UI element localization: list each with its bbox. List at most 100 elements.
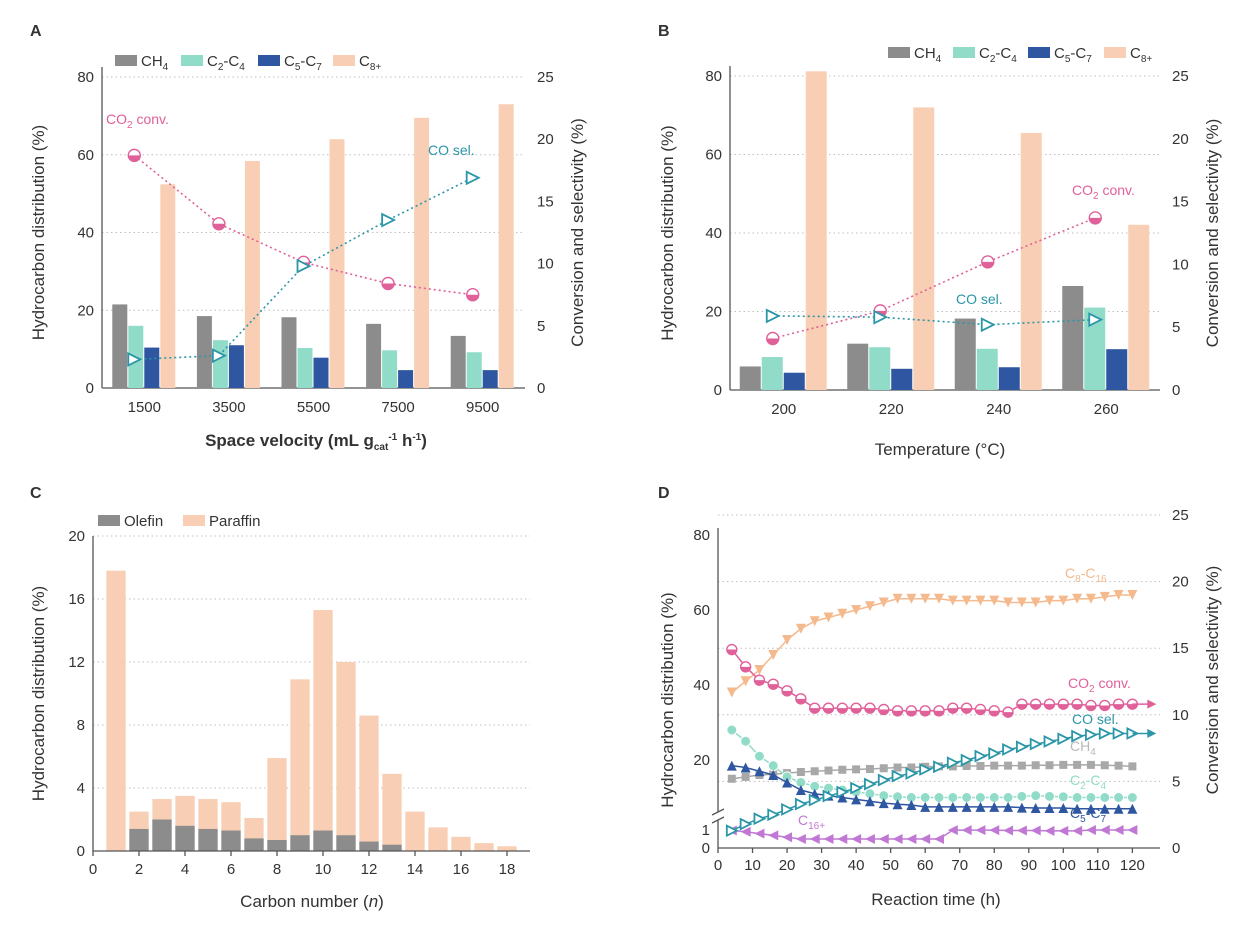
y2-axis-label: Conversion and selectivity (%): [1203, 566, 1222, 795]
marker-ch4: [948, 762, 957, 771]
bar-ch4: [739, 366, 761, 390]
marker-co2-conv-fill: [740, 666, 751, 672]
x-tick-label: 9500: [466, 399, 499, 416]
x-tick-label: 120: [1120, 857, 1145, 874]
marker-co2-conv-fill: [128, 155, 141, 162]
marker-ch4: [1100, 761, 1109, 770]
panel-letter: C: [30, 485, 42, 502]
panel-letter: D: [658, 485, 670, 502]
marker-co-sel: [1043, 734, 1057, 748]
marker-co2-conv-fill: [920, 710, 931, 716]
x-tick-label: 70: [951, 857, 968, 874]
marker-co-sel: [739, 817, 753, 831]
bar-ch4: [196, 316, 212, 388]
line-co-sel: [772, 315, 1096, 326]
x-tick-label: 80: [986, 857, 1003, 874]
x-tick-label: 2: [135, 861, 143, 878]
legend-swatch-c2c4: [953, 47, 975, 58]
x-axis-label: Reaction time (h): [871, 890, 1000, 909]
marker-c16: [975, 825, 986, 836]
marker-co2-conv-fill: [1003, 712, 1014, 718]
y-tick-label: 60: [77, 147, 94, 164]
marker-c5-c7: [768, 770, 779, 780]
bar-olefin: [244, 838, 264, 851]
bar-paraffin: [313, 610, 333, 851]
marker-c8-c16: [1072, 593, 1083, 604]
y2-tick-label: 10: [1172, 256, 1189, 273]
y-tick-label: 20: [68, 528, 85, 545]
marker-co2-conv-fill: [878, 709, 889, 715]
marker-ch4: [976, 762, 985, 770]
legend-swatch-c5c7: [258, 55, 280, 66]
marker-ch4: [1031, 761, 1040, 770]
y-tick-label: 16: [68, 591, 85, 608]
y2-tick-label: 20: [537, 131, 554, 148]
legend-label-paraffin: Paraffin: [209, 513, 260, 530]
marker-co2-conv-fill: [837, 708, 848, 714]
marker-c16: [1072, 825, 1083, 836]
marker-c5-c7: [934, 801, 944, 812]
marker-c16: [1058, 825, 1069, 836]
marker-c5-c7: [782, 777, 793, 788]
annotation-c2-c4: C2-C4: [1070, 772, 1106, 792]
marker-c16: [768, 830, 779, 841]
marker-co2-conv-fill: [1044, 704, 1055, 710]
marker-co2-conv-fill: [989, 710, 1000, 716]
bar-c8p: [414, 117, 430, 388]
marker-c2-c4: [1126, 792, 1138, 803]
panel-letter: A: [30, 23, 42, 40]
x-tick-label: 240: [986, 401, 1011, 418]
y2-tick-label: 10: [537, 256, 554, 273]
y2-axis-label: Conversion and selectivity (%): [1203, 119, 1222, 348]
marker-co2-conv-fill: [851, 708, 862, 714]
marker-c2-c4: [1113, 792, 1125, 803]
y2-tick-label: 20: [1172, 131, 1189, 148]
marker-c5-c7: [1003, 801, 1014, 812]
marker-co-sel: [808, 793, 822, 807]
bar-c8p: [805, 71, 827, 390]
marker-c2-c4: [947, 792, 959, 803]
bar-olefin: [152, 819, 172, 851]
marker-co-sel: [1098, 726, 1112, 740]
marker-c2-c4: [988, 792, 1000, 803]
marker-c8-c16: [1085, 593, 1096, 604]
panel-b: B 0 20 40 60 80 0 5 10 15 20 25 200 220 240 260 CH4 C2-C4…: [658, 23, 1222, 459]
marker-c8-c16: [851, 605, 862, 615]
annotation-ch4: CH4: [1070, 738, 1096, 758]
y-axis-label: Hydrocarbon distribution (%): [658, 592, 677, 807]
bar-c2c4: [1084, 307, 1106, 390]
marker-c8-c16: [906, 593, 917, 604]
y-tick-label: 8: [77, 717, 85, 734]
marker-c5-c7: [1072, 803, 1083, 814]
marker-c8-c16: [754, 665, 765, 675]
x-tick-label: 260: [1094, 401, 1119, 418]
x-tick-label: 14: [407, 861, 424, 878]
marker-c2-c4: [1002, 792, 1014, 803]
marker-co2-conv-fill: [1030, 704, 1041, 710]
bar-olefin: [313, 830, 333, 851]
bar-c8p: [913, 107, 935, 391]
x-axis-label: Carbon number (n): [240, 892, 384, 911]
marker-co-sel: [212, 348, 227, 364]
marker-c16: [934, 834, 944, 844]
marker-ch4: [727, 774, 736, 783]
y2-tick-label: 25: [1172, 68, 1189, 85]
bar-c5c7: [313, 357, 329, 388]
y2-tick-label: 5: [1172, 319, 1180, 336]
y-tick-label: 1: [702, 822, 710, 839]
marker-c16: [1113, 825, 1124, 835]
marker-ch4: [1086, 760, 1095, 769]
y-tick-label: 0: [702, 840, 710, 857]
x-axis-label: Space velocity (mL gcat-1 h-1): [205, 431, 427, 453]
marker-co2-conv-fill: [466, 294, 479, 301]
marker-c16: [809, 834, 820, 844]
marker-c16: [754, 828, 765, 839]
bar-c2c4: [976, 348, 998, 390]
marker-co2-conv-fill: [382, 283, 395, 290]
marker-co-sel: [381, 212, 397, 228]
marker-c8-c16: [1099, 591, 1110, 602]
marker-co-sel: [1071, 729, 1085, 743]
marker-co2-conv-fill: [1089, 217, 1102, 224]
marker-c16: [947, 825, 958, 836]
